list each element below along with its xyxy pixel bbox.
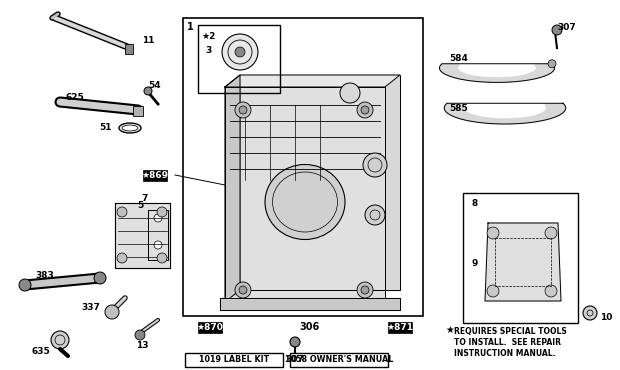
Text: ★871: ★871 <box>386 323 414 332</box>
Text: 635: 635 <box>31 347 50 357</box>
Bar <box>125 44 133 54</box>
Text: 11: 11 <box>142 36 154 44</box>
Circle shape <box>157 207 167 217</box>
Circle shape <box>363 153 387 177</box>
Bar <box>133 106 143 116</box>
Circle shape <box>583 306 597 320</box>
Circle shape <box>357 102 373 118</box>
Text: 307: 307 <box>557 23 576 31</box>
Bar <box>290 353 388 367</box>
Bar <box>185 353 283 367</box>
Text: ★869: ★869 <box>141 171 169 179</box>
Circle shape <box>545 227 557 239</box>
Circle shape <box>135 330 145 340</box>
Text: 54: 54 <box>149 81 161 90</box>
Bar <box>463 193 578 323</box>
Bar <box>183 18 423 316</box>
Circle shape <box>361 286 369 294</box>
Circle shape <box>154 214 162 222</box>
Text: 10: 10 <box>600 313 613 323</box>
Text: 3: 3 <box>206 46 212 54</box>
Circle shape <box>94 272 106 284</box>
Polygon shape <box>225 75 240 302</box>
Polygon shape <box>225 87 385 302</box>
Circle shape <box>361 106 369 114</box>
Circle shape <box>144 87 152 95</box>
Text: ★870: ★870 <box>197 323 223 332</box>
Text: 1019 LABEL KIT: 1019 LABEL KIT <box>199 356 269 364</box>
Polygon shape <box>445 103 565 124</box>
Text: 1058 OWNER'S MANUAL: 1058 OWNER'S MANUAL <box>285 356 393 364</box>
Text: ★: ★ <box>445 325 454 335</box>
Circle shape <box>548 60 556 68</box>
Text: 307: 307 <box>286 356 304 364</box>
Circle shape <box>51 331 69 349</box>
Bar <box>143 169 167 181</box>
Polygon shape <box>148 210 168 260</box>
Text: REQUIRES SPECIAL TOOLS: REQUIRES SPECIAL TOOLS <box>454 327 567 336</box>
Circle shape <box>545 285 557 297</box>
Circle shape <box>487 285 499 297</box>
Circle shape <box>222 34 258 70</box>
Polygon shape <box>115 203 170 268</box>
Circle shape <box>157 253 167 263</box>
Polygon shape <box>220 298 400 310</box>
Circle shape <box>290 337 300 347</box>
Text: 383: 383 <box>35 272 54 280</box>
Bar <box>388 322 412 333</box>
Circle shape <box>357 282 373 298</box>
Polygon shape <box>240 75 400 290</box>
Circle shape <box>235 47 245 57</box>
Circle shape <box>552 25 562 35</box>
Circle shape <box>105 305 119 319</box>
Circle shape <box>239 106 247 114</box>
Circle shape <box>340 83 360 103</box>
Text: 51: 51 <box>99 122 112 131</box>
Bar <box>495 238 551 286</box>
Text: 584: 584 <box>449 54 468 63</box>
Circle shape <box>235 282 251 298</box>
Text: 625: 625 <box>65 92 84 101</box>
Circle shape <box>19 279 31 291</box>
Text: 7: 7 <box>142 194 148 202</box>
Circle shape <box>117 207 127 217</box>
Circle shape <box>365 205 385 225</box>
Text: 306: 306 <box>300 322 320 332</box>
Polygon shape <box>225 75 400 87</box>
Text: 8: 8 <box>471 198 477 208</box>
Text: 1: 1 <box>187 22 193 32</box>
Circle shape <box>239 286 247 294</box>
Bar <box>198 322 222 333</box>
Text: 13: 13 <box>136 342 148 350</box>
Text: TO INSTALL.  SEE REPAIR: TO INSTALL. SEE REPAIR <box>454 338 561 347</box>
Polygon shape <box>440 64 554 83</box>
Text: 585: 585 <box>450 104 468 112</box>
Text: 5: 5 <box>137 201 143 209</box>
Text: 9: 9 <box>471 259 477 268</box>
Circle shape <box>487 227 499 239</box>
Circle shape <box>235 102 251 118</box>
Polygon shape <box>485 223 561 301</box>
Text: ★2: ★2 <box>202 31 216 40</box>
Text: 337: 337 <box>81 303 100 313</box>
Bar <box>198 25 280 93</box>
Circle shape <box>154 241 162 249</box>
Text: INSTRUCTION MANUAL.: INSTRUCTION MANUAL. <box>454 349 556 358</box>
Text: eReplacementParts.com: eReplacementParts.com <box>234 204 386 216</box>
Ellipse shape <box>265 165 345 239</box>
Circle shape <box>117 253 127 263</box>
